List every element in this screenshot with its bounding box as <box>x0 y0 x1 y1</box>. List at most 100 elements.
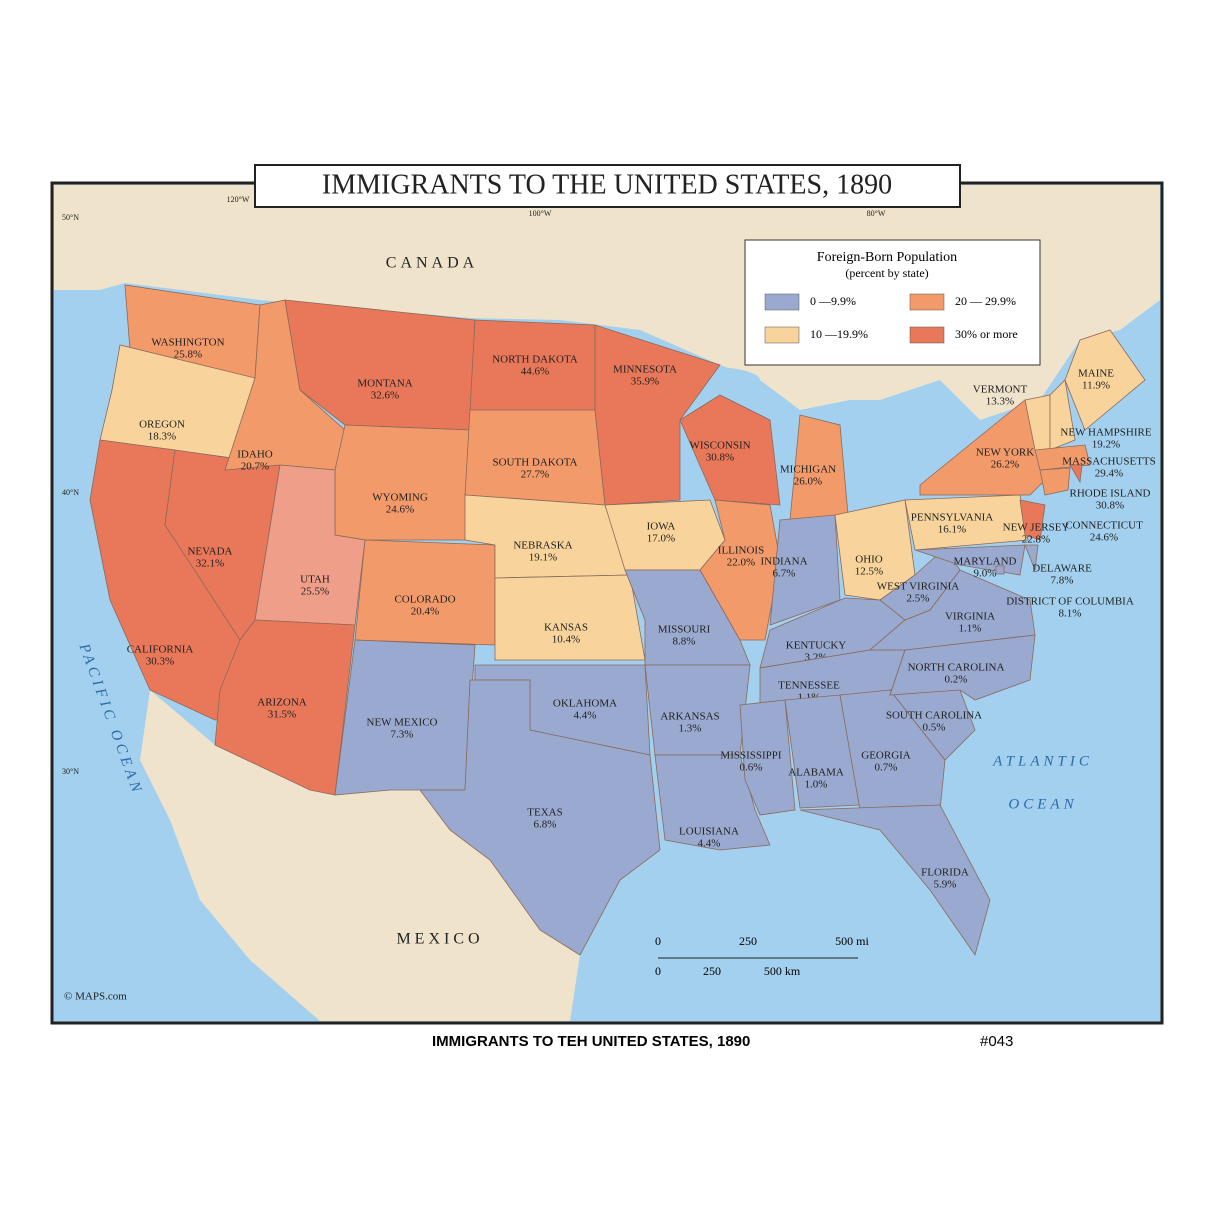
state-name: DELAWARE <box>1032 563 1092 575</box>
state-name: WASHINGTON <box>151 337 224 349</box>
state-value: 22.0% <box>727 557 755 569</box>
map-label: 120°W <box>227 195 250 204</box>
state-value: 26.0% <box>794 476 822 488</box>
state-name: NORTH DAKOTA <box>492 354 578 366</box>
state-name: NEW YORK <box>976 447 1034 459</box>
state <box>1024 544 1039 571</box>
state-name: OHIO <box>855 554 883 566</box>
state-value: 30.8% <box>1096 500 1124 512</box>
state <box>494 574 646 661</box>
state-name: OREGON <box>139 419 185 431</box>
state-value: 11.9% <box>1082 380 1110 392</box>
state-value: 31.5% <box>268 709 296 721</box>
lake-huron <box>842 410 878 470</box>
state-value: 10.4% <box>552 634 580 646</box>
state-value: 4.4% <box>698 838 721 850</box>
state-value: 32.1% <box>196 558 224 570</box>
state <box>799 804 991 956</box>
state <box>1049 379 1076 451</box>
state-name: FLORIDA <box>921 867 969 879</box>
state-name: ARKANSAS <box>660 711 719 723</box>
state-value: 20.4% <box>411 606 439 618</box>
state-name: WEST VIRGINIA <box>877 581 959 593</box>
state-value: 1.1% <box>959 623 982 635</box>
state-value: 7.8% <box>1051 575 1074 587</box>
state-name: TENNESSEE <box>778 680 840 692</box>
state-name: MISSISSIPPI <box>720 750 781 762</box>
map-label: 30°N <box>62 767 79 776</box>
state-value: 26.2% <box>991 459 1019 471</box>
state <box>679 394 781 506</box>
state-value: 7.3% <box>391 729 414 741</box>
state-value: 32.6% <box>371 390 399 402</box>
state <box>654 754 771 851</box>
state-name: WISCONSIN <box>689 440 750 452</box>
state-value: 20.7% <box>241 461 269 473</box>
scale-label: 250 <box>739 934 757 948</box>
state-name: CALIFORNIA <box>127 644 194 656</box>
map-label: 50°N <box>62 213 79 222</box>
legend-label: 0 —9.9% <box>810 294 856 308</box>
state-name: NORTH CAROLINA <box>908 662 1005 674</box>
state-value: 6.8% <box>534 819 557 831</box>
state <box>1034 444 1091 471</box>
state-value: 2.5% <box>907 593 930 605</box>
state <box>839 689 946 811</box>
state-value: 30.3% <box>146 656 174 668</box>
state-value: 30.8% <box>706 452 734 464</box>
scale-label: 500 km <box>764 964 801 978</box>
state-name: PENNSYLVANIA <box>911 512 994 524</box>
legend-swatch <box>764 293 800 311</box>
state-name: GEORGIA <box>861 750 911 762</box>
state-value: 5.9% <box>934 879 957 891</box>
state-value: 24.6% <box>1090 532 1118 544</box>
state-value: 0.6% <box>740 762 763 774</box>
scale-label: 0 <box>655 934 661 948</box>
legend-label: 20 — 29.9% <box>955 294 1016 308</box>
state-value: 9.0% <box>974 568 997 580</box>
state-name: UTAH <box>300 574 330 586</box>
state-name: MICHIGAN <box>780 464 836 476</box>
map-label: OCEAN <box>1008 796 1077 812</box>
state-name: RHODE ISLAND <box>1070 488 1151 500</box>
lake-michigan <box>775 410 795 510</box>
scale-label: 0 <box>655 964 661 978</box>
state-name: NEBRASKA <box>513 540 572 552</box>
state-name: LOUISIANA <box>679 826 739 838</box>
state-value: 35.9% <box>631 376 659 388</box>
state-name: TEXAS <box>527 807 562 819</box>
legend-subtitle: (percent by state) <box>845 266 928 280</box>
state-name: IOWA <box>647 521 676 533</box>
legend-title: Foreign-Born Population <box>817 250 957 265</box>
map-label: 100°W <box>529 209 552 218</box>
state-value: 1.0% <box>805 779 828 791</box>
legend-label: 10 —19.9% <box>810 327 868 341</box>
state-value: 24.6% <box>386 504 414 516</box>
map-label: 40°N <box>62 488 79 497</box>
state-value: 4.4% <box>574 710 597 722</box>
state-name: ALABAMA <box>788 767 844 779</box>
state-value: 0.7% <box>875 762 898 774</box>
state-value: 19.2% <box>1092 439 1120 451</box>
state-name: VERMONT <box>973 384 1028 396</box>
map-title: IMMIGRANTS TO THE UNITED STATES, 1890 <box>322 169 892 200</box>
state-value: 17.0% <box>647 533 675 545</box>
state-value: 44.6% <box>521 366 549 378</box>
state-value: 6.7% <box>773 568 796 580</box>
state-value: 1.3% <box>679 723 702 735</box>
state-name: SOUTH CAROLINA <box>886 710 982 722</box>
state <box>1064 329 1146 431</box>
map-label: CANADA <box>386 255 478 272</box>
state <box>739 699 796 816</box>
state-value: 13.3% <box>986 396 1014 408</box>
map-label: © MAPS.com <box>64 991 127 1003</box>
title-box <box>254 164 961 208</box>
state-name: VIRGINIA <box>945 611 995 623</box>
mexico-land <box>140 690 580 1021</box>
state-value: 22.8% <box>1022 534 1050 546</box>
scale-label: 500 mi <box>835 934 869 948</box>
state <box>354 539 496 646</box>
state-name: DISTRICT OF COLUMBIA <box>1006 596 1134 608</box>
state-value: 25.5% <box>301 586 329 598</box>
state <box>995 565 1005 575</box>
